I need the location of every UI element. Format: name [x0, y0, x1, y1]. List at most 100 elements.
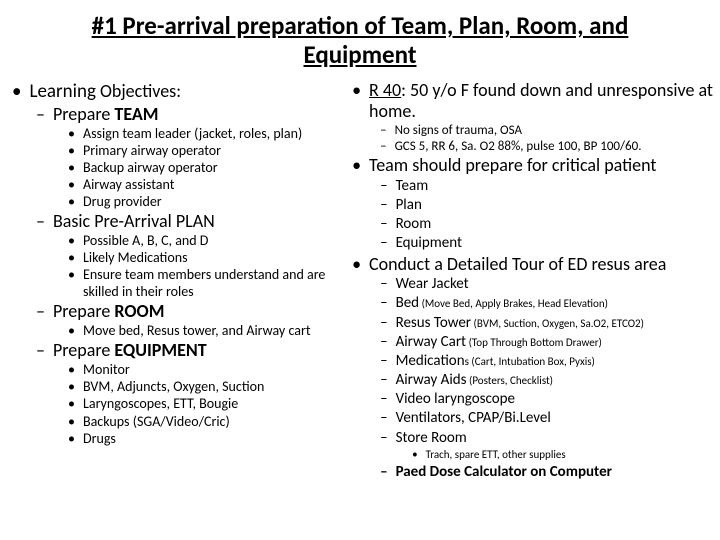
tour-item-text: Medications (Cart, Intubation Box, Pyxis… — [396, 352, 714, 371]
paed-calc: – Paed Dose Calculator on Computer — [380, 463, 714, 482]
team-item-text: Backup airway operator — [83, 159, 346, 176]
case-sub: –No signs of trauma, OSA — [380, 123, 714, 139]
plan-items: •Possible A, B, C, and D•Likely Medicati… — [12, 232, 346, 300]
tour-item-main: Store Room — [396, 429, 467, 447]
prepare-sub: –Room — [380, 215, 714, 234]
left-column: • Learning Objectives: – Prepare TEAM •A… — [12, 80, 346, 482]
dash-icon: – — [380, 333, 387, 352]
room-item: •Move bed, Resus tower, and Airway cart — [68, 322, 346, 339]
bullet-icon: • — [68, 193, 75, 210]
bullet-icon: • — [68, 430, 75, 447]
tour-item-paren: (Posters, Checklist) — [467, 374, 554, 387]
tour-item-main: Resus Tower — [396, 314, 471, 332]
tour-item: –Airway Aids (Posters, Checklist) — [380, 371, 714, 390]
dash-icon: – — [380, 429, 387, 448]
case-rest: : 50 y/o F found down and unresponsive a… — [369, 79, 713, 123]
dash-icon: – — [380, 371, 387, 390]
team-item-text: Drug provider — [83, 193, 346, 210]
dash-icon: – — [380, 409, 387, 428]
case-sub-text: No signs of trauma, OSA — [395, 123, 714, 139]
prepare-sub-text: Room — [396, 215, 714, 234]
equip-item-text: Backups (SGA/Video/Cric) — [83, 413, 346, 430]
room-label-prefix: Prepare — [53, 300, 114, 322]
columns: • Learning Objectives: – Prepare TEAM •A… — [12, 80, 708, 482]
tour-item-main: Bed — [396, 294, 420, 312]
prepare-sub: –Plan — [380, 196, 714, 215]
prepare-team-label: Prepare TEAM — [53, 103, 346, 125]
prepare-sub: –Equipment — [380, 234, 714, 253]
prepare-sub: –Team — [380, 177, 714, 196]
bullet-icon: • — [68, 413, 75, 430]
prepare-sub-text: Plan — [396, 196, 714, 215]
dash-icon: – — [380, 177, 387, 196]
equip-item: • Monitor — [68, 361, 346, 378]
right-column: • R 40: 50 y/o F found down and unrespon… — [352, 80, 714, 482]
bullet-icon: • — [12, 80, 21, 103]
bullet-icon: • — [68, 266, 75, 283]
prepare-critical: • Team should prepare for critical patie… — [352, 155, 714, 177]
equip-item-text: BVM, Adjuncts, Oxygen, Suction — [83, 378, 346, 395]
plan-item: • Likely Medications — [68, 249, 346, 266]
tour-item: –Video laryngoscope — [380, 390, 714, 409]
tour-item-text: Resus Tower (BVM, Suction, Oxygen, Sa.O2… — [396, 314, 714, 333]
room-item-text: Move bed, Resus tower, and Airway cart — [83, 322, 346, 339]
equip-item: • Backups (SGA/Video/Cric) — [68, 413, 346, 430]
team-items: • Assign team leader (jacket, roles, plan… — [12, 125, 346, 210]
tour-item-main: Wear Jacket — [396, 275, 469, 293]
plan-item: •Possible A, B, C, and D — [68, 232, 346, 249]
tour-label: Conduct a Detailed Tour of ED resus area — [369, 254, 714, 276]
tour-items: –Wear Jacket–Bed (Move Bed, Apply Brakes… — [352, 275, 714, 448]
equip-item-text: Monitor — [83, 361, 346, 378]
tour-item-main: Video laryngoscope — [396, 390, 515, 408]
team-item: • Backup airway operator — [68, 159, 346, 176]
room-label: Prepare ROOM — [53, 300, 346, 322]
bullet-icon: • — [68, 395, 75, 412]
bullet-icon: • — [68, 361, 75, 378]
dash-icon: – — [36, 300, 45, 322]
tour-item-paren: (Top Through Bottom Drawer) — [466, 336, 602, 349]
tour-item-text: Airway Cart (Top Through Bottom Drawer) — [396, 333, 714, 352]
heading-prefix: Learning — [29, 80, 95, 103]
plan-item-text: Ensure team members understand and are s… — [83, 266, 346, 300]
tour-item-paren: (BVM, Suction, Oxygen, Sa.O2, ETCO2) — [471, 317, 644, 330]
plan-item: • Ensure team members understand and are … — [68, 266, 346, 300]
dash-icon: – — [380, 294, 387, 313]
team-label-bold: TEAM — [114, 103, 158, 125]
tour-item-paren: (Move Bed, Apply Brakes, Head Elevation) — [419, 297, 608, 310]
tour-item: –Bed (Move Bed, Apply Brakes, Head Eleva… — [380, 294, 714, 313]
dash-icon: – — [380, 352, 387, 371]
prepare-plan: – Basic Pre-Arrival PLAN — [36, 210, 346, 232]
heading-suffix: Objectives: — [96, 80, 181, 102]
dash-icon: – — [380, 215, 387, 234]
equip-item-text: Laryngoscopes, ETT, Bougie — [83, 395, 346, 412]
case-sub-text: GCS 5, RR 6, Sa. O2 88%, pulse 100, BP 1… — [395, 139, 714, 155]
equip-item: •Drugs — [68, 430, 346, 447]
dash-icon: – — [380, 123, 386, 139]
plan-item-text: Likely Medications — [83, 249, 346, 266]
bullet-icon: • — [352, 254, 361, 276]
team-item: •Airway assistant — [68, 176, 346, 193]
prepare-subs: –Team–Plan–Room–Equipment — [352, 177, 714, 254]
heading-text: Learning Objectives: — [29, 80, 346, 103]
case-sub: –GCS 5, RR 6, Sa. O2 88%, pulse 100, BP … — [380, 139, 714, 155]
room-items: •Move bed, Resus tower, and Airway cart — [12, 322, 346, 339]
prepare-team: – Prepare TEAM — [36, 103, 346, 125]
dash-icon: – — [380, 275, 387, 294]
room-label-bold: ROOM — [114, 300, 164, 322]
equip-items: •Monitor•BVM, Adjuncts, Oxygen, Suction•… — [12, 361, 346, 446]
case-code: R 40 — [369, 79, 401, 101]
bullet-icon: • — [412, 448, 417, 463]
bullet-icon: • — [68, 378, 75, 395]
bullet-icon: • — [68, 249, 75, 266]
tour-item-text: Video laryngoscope — [396, 390, 714, 409]
case-heading: • R 40: 50 y/o F found down and unrespon… — [352, 80, 714, 123]
dash-icon: – — [36, 210, 45, 232]
team-item-text: Assign team leader (jacket, roles, plan) — [83, 125, 346, 142]
team-item-text: Airway assistant — [83, 176, 346, 193]
prepare-room: – Prepare ROOM — [36, 300, 346, 322]
dash-icon: – — [380, 390, 387, 409]
dash-icon: – — [380, 139, 386, 155]
bullet-icon: • — [68, 159, 75, 176]
tour-item: –Store Room — [380, 429, 714, 448]
equip-item: • BVM, Adjuncts, Oxygen, Suction — [68, 378, 346, 395]
